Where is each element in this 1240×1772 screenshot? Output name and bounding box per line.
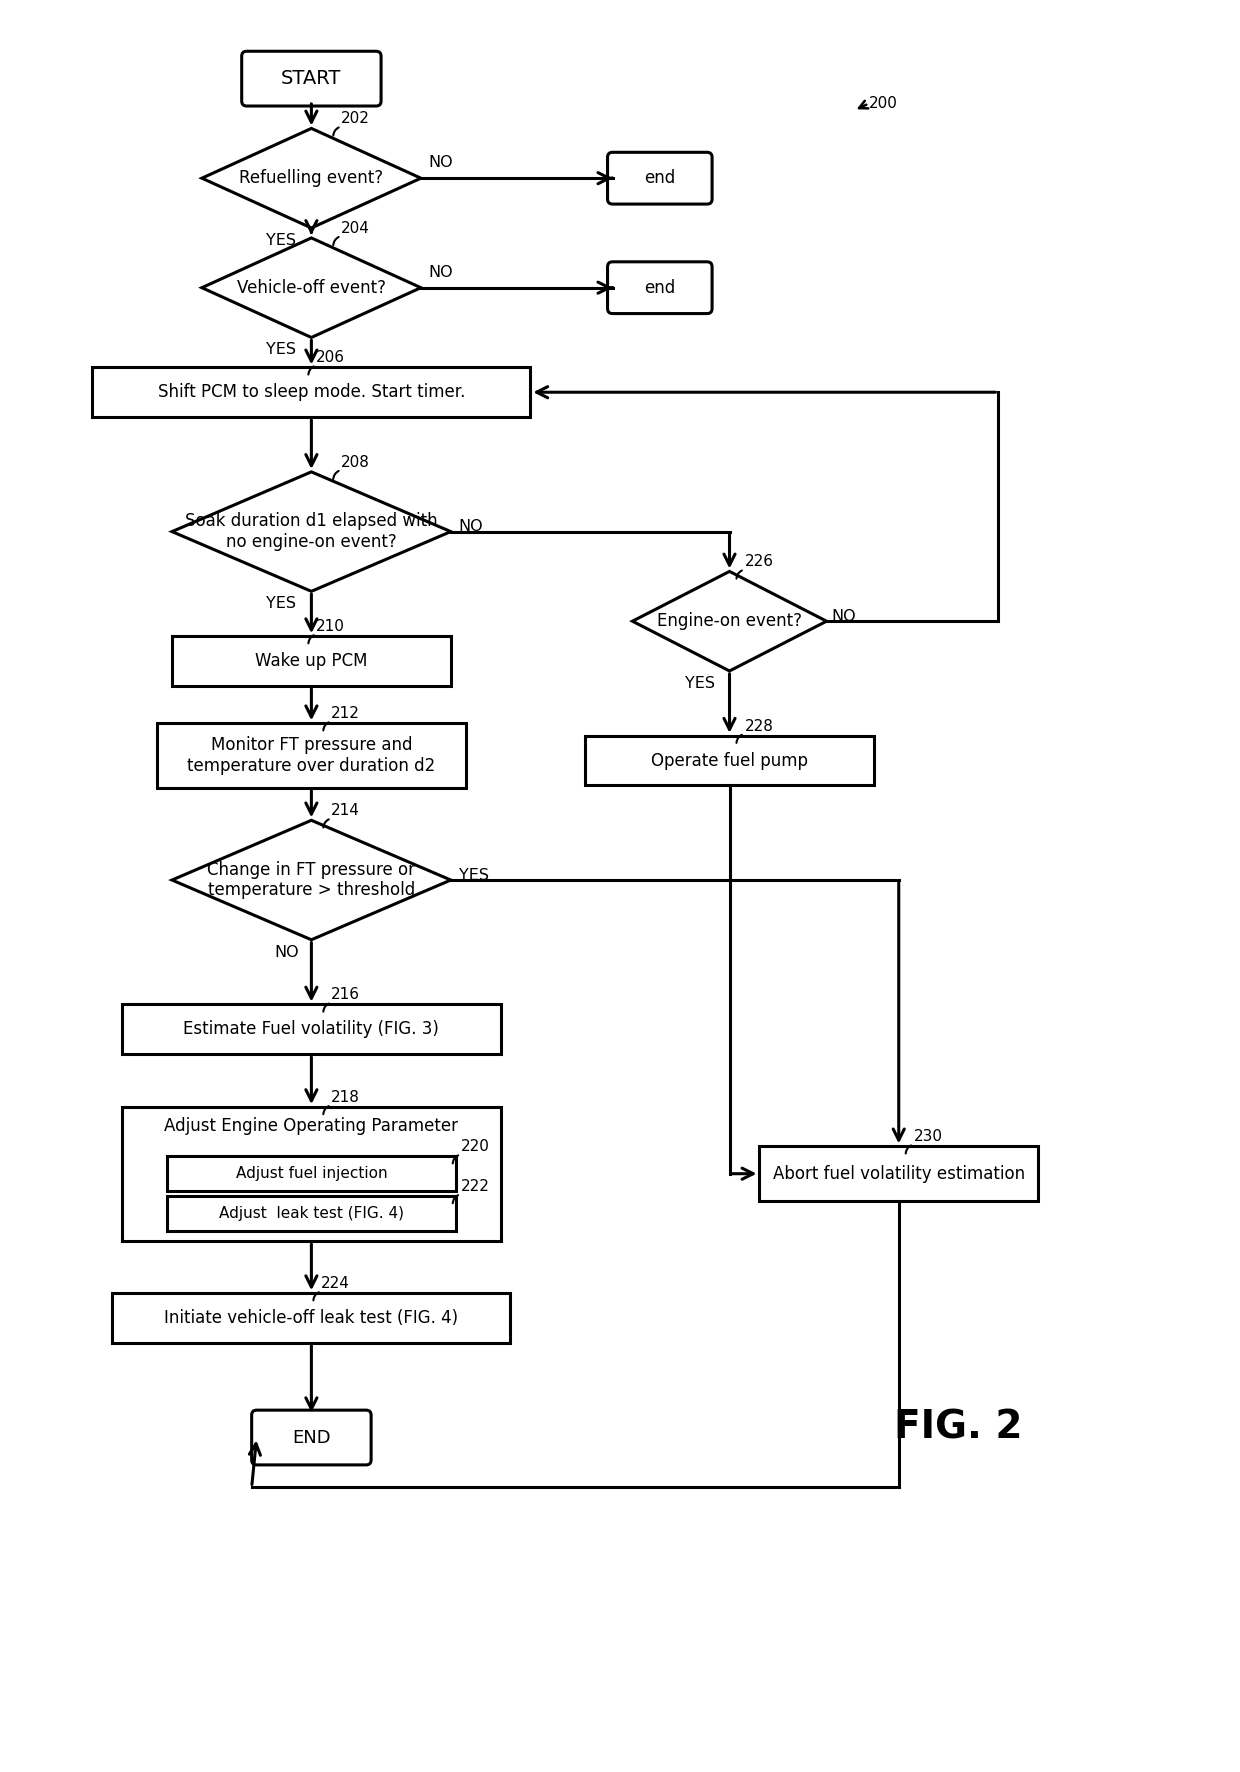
Text: YES: YES xyxy=(267,232,296,248)
Text: NO: NO xyxy=(459,519,484,533)
Text: 214: 214 xyxy=(331,803,360,819)
Text: 228: 228 xyxy=(744,719,774,734)
Text: Wake up PCM: Wake up PCM xyxy=(255,652,367,670)
Text: 216: 216 xyxy=(331,987,361,1003)
Text: 206: 206 xyxy=(316,351,346,365)
Text: Adjust  leak test (FIG. 4): Adjust leak test (FIG. 4) xyxy=(219,1207,404,1221)
Text: 230: 230 xyxy=(914,1129,942,1145)
Text: 224: 224 xyxy=(321,1276,350,1292)
Text: Shift PCM to sleep mode. Start timer.: Shift PCM to sleep mode. Start timer. xyxy=(157,383,465,400)
Text: YES: YES xyxy=(459,868,489,882)
Text: Soak duration d1 elapsed with
no engine-on event?: Soak duration d1 elapsed with no engine-… xyxy=(185,512,438,551)
Bar xyxy=(167,1157,456,1191)
Text: Adjust fuel injection: Adjust fuel injection xyxy=(236,1166,387,1182)
Text: YES: YES xyxy=(267,597,296,611)
Text: Vehicle-off event?: Vehicle-off event? xyxy=(237,278,386,296)
Polygon shape xyxy=(202,128,420,229)
Polygon shape xyxy=(172,471,451,592)
Text: 202: 202 xyxy=(341,112,370,126)
Bar xyxy=(585,735,874,785)
Text: end: end xyxy=(645,168,676,188)
Polygon shape xyxy=(632,571,827,672)
FancyBboxPatch shape xyxy=(608,262,712,314)
Bar xyxy=(759,1146,1038,1201)
Text: Engine-on event?: Engine-on event? xyxy=(657,611,802,631)
Text: 222: 222 xyxy=(461,1178,490,1194)
Text: Estimate Fuel volatility (FIG. 3): Estimate Fuel volatility (FIG. 3) xyxy=(184,1021,439,1038)
Text: 220: 220 xyxy=(461,1139,490,1154)
Bar xyxy=(167,1196,456,1232)
Text: Abort fuel volatility estimation: Abort fuel volatility estimation xyxy=(773,1164,1024,1182)
Text: 200: 200 xyxy=(869,96,898,112)
Text: Initiate vehicle-off leak test (FIG. 4): Initiate vehicle-off leak test (FIG. 4) xyxy=(165,1310,459,1327)
Text: Change in FT pressure or
temperature > threshold: Change in FT pressure or temperature > t… xyxy=(207,861,415,900)
Text: YES: YES xyxy=(267,342,296,358)
Text: NO: NO xyxy=(429,264,454,280)
Text: NO: NO xyxy=(429,156,454,170)
Text: 210: 210 xyxy=(316,618,345,634)
Text: Refuelling event?: Refuelling event? xyxy=(239,168,383,188)
FancyBboxPatch shape xyxy=(242,51,381,106)
Text: START: START xyxy=(281,69,341,89)
FancyBboxPatch shape xyxy=(608,152,712,204)
Bar xyxy=(113,1294,511,1343)
Bar xyxy=(123,1108,501,1242)
Bar xyxy=(157,723,466,789)
Text: 212: 212 xyxy=(331,707,360,721)
Text: FIG. 2: FIG. 2 xyxy=(894,1409,1023,1446)
Text: 226: 226 xyxy=(744,555,774,569)
Text: end: end xyxy=(645,278,676,296)
Polygon shape xyxy=(172,820,451,939)
Text: 218: 218 xyxy=(331,1090,360,1106)
Text: 208: 208 xyxy=(341,455,370,470)
Text: Adjust Engine Operating Parameter: Adjust Engine Operating Parameter xyxy=(165,1116,459,1134)
Polygon shape xyxy=(202,237,420,337)
Text: NO: NO xyxy=(275,944,299,960)
FancyBboxPatch shape xyxy=(252,1411,371,1465)
Text: Operate fuel pump: Operate fuel pump xyxy=(651,751,808,769)
Bar xyxy=(172,636,451,686)
Bar xyxy=(123,1005,501,1054)
Text: YES: YES xyxy=(684,675,714,691)
Text: Monitor FT pressure and
temperature over duration d2: Monitor FT pressure and temperature over… xyxy=(187,735,435,774)
Bar xyxy=(92,367,531,416)
Text: 204: 204 xyxy=(341,222,370,236)
Text: END: END xyxy=(293,1428,331,1446)
Text: NO: NO xyxy=(832,610,856,624)
